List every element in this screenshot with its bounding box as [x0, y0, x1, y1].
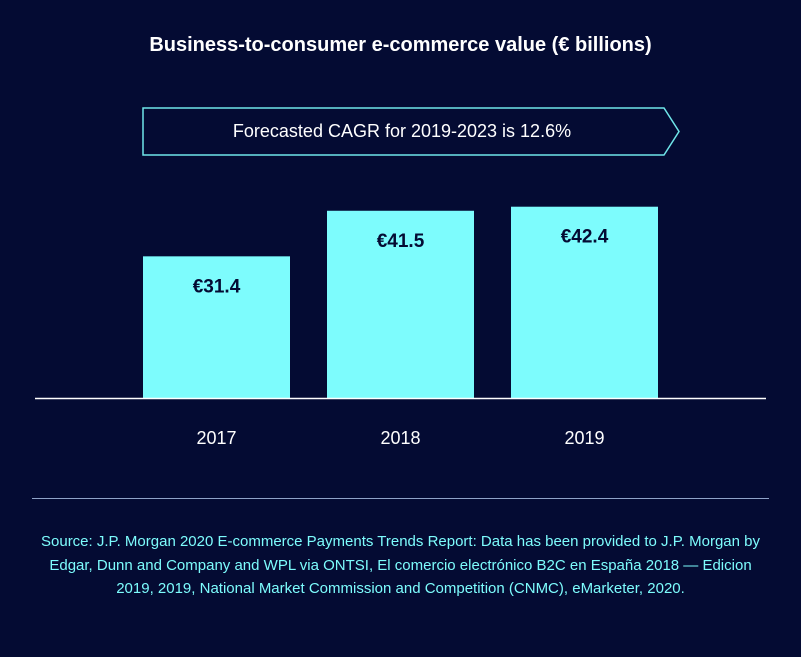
data-label: €41.5: [377, 231, 425, 252]
bar-2019: [511, 206, 658, 398]
cagr-banner-arrow: [142, 107, 680, 156]
bar-chart: €31.4 2017 €41.5 2018 €42.4 2019: [35, 206, 766, 448]
data-label: €42.4: [561, 227, 609, 248]
data-label: €31.4: [193, 276, 241, 297]
x-tick-label: 2017: [196, 428, 236, 448]
cagr-annotation: Forecasted CAGR for 2019-2023 is 12.6%: [232, 121, 572, 141]
bar-2018: [327, 210, 474, 398]
divider: [32, 498, 769, 499]
chart-title: Business-to-consumer e-commerce value (€…: [149, 34, 652, 56]
x-tick-label: 2018: [380, 428, 420, 448]
x-tick-label: 2019: [564, 428, 604, 448]
source-note: Source: J.P. Morgan 2020 E-commerce Paym…: [41, 533, 760, 597]
bar-2017: [143, 256, 290, 398]
